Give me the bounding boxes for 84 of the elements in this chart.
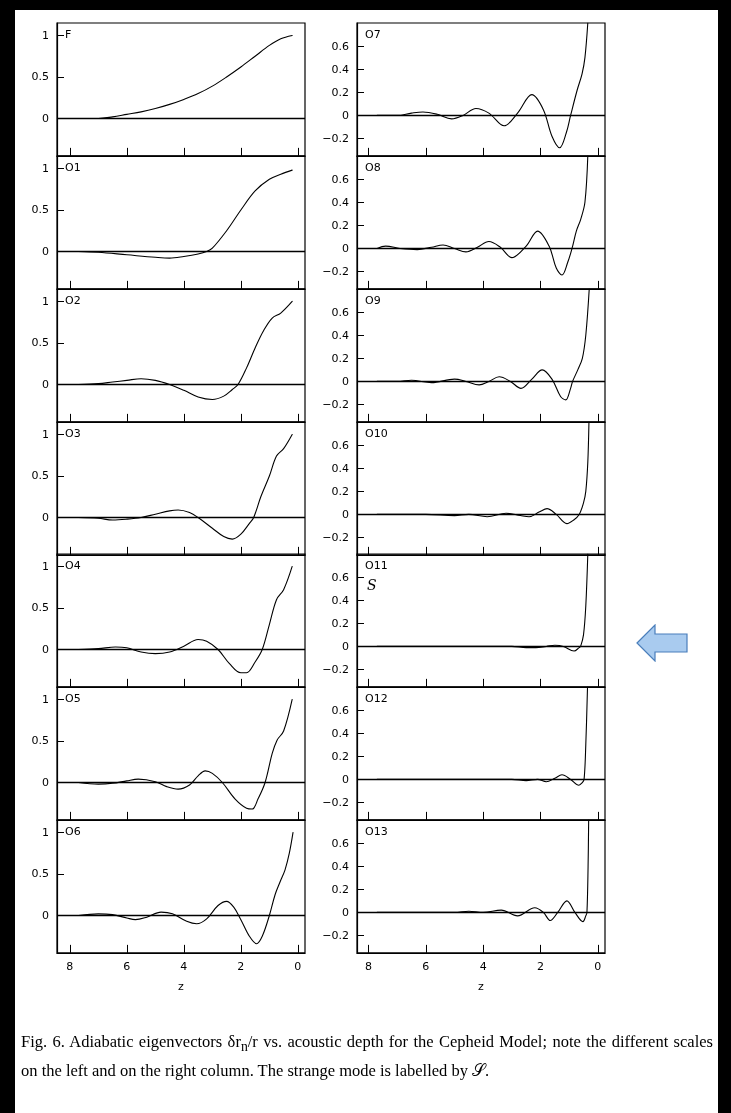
y-tick-label: 0 bbox=[42, 377, 49, 391]
y-tick-label: 0.4 bbox=[331, 62, 349, 76]
y-tick-label: 0 bbox=[342, 906, 349, 920]
y-tick-label: 0 bbox=[342, 108, 349, 122]
y-tick-label: 1 bbox=[42, 294, 49, 308]
y-tick-label: 0.6 bbox=[331, 836, 349, 850]
y-tick-label: 0.2 bbox=[331, 484, 349, 498]
y-tick-label: 0 bbox=[342, 241, 349, 255]
y-tick-label: 0 bbox=[42, 909, 49, 923]
y-tick-label: 0.4 bbox=[331, 727, 349, 741]
text: O4 bbox=[65, 559, 81, 573]
y-tick-label: 0.6 bbox=[331, 39, 349, 53]
y-tick-label: 0.2 bbox=[331, 85, 349, 99]
x-tick-label: 2 bbox=[237, 960, 245, 974]
x-tick-label: 4 bbox=[479, 960, 487, 974]
y-tick-label: −0.2 bbox=[322, 663, 349, 677]
y-tick-label: 0 bbox=[42, 244, 49, 258]
x-tick-label: 0 bbox=[294, 960, 302, 974]
chart-title: O11 bbox=[365, 559, 388, 573]
y-tick-label: 0.2 bbox=[331, 351, 349, 365]
y-tick-label: 0.5 bbox=[31, 70, 49, 84]
chart-title: O9 bbox=[365, 293, 381, 307]
y-tick-label: 1 bbox=[42, 28, 49, 42]
y-tick-label: 0.6 bbox=[331, 438, 349, 452]
y-tick-label: −0.2 bbox=[322, 264, 349, 278]
y-tick-label: 0.5 bbox=[31, 336, 49, 350]
x-tick-label: 0 bbox=[594, 960, 602, 974]
chart-title: O13 bbox=[365, 825, 388, 839]
y-tick-label: 0.4 bbox=[331, 461, 349, 475]
x-tick-label: 4 bbox=[180, 960, 188, 974]
y-tick-label: 0.2 bbox=[331, 750, 349, 764]
y-tick-label: 0.5 bbox=[31, 469, 49, 483]
text: O2 bbox=[65, 293, 81, 307]
chart-title: O7 bbox=[365, 28, 381, 41]
y-tick-label: 0 bbox=[342, 374, 349, 388]
chart-title: O8 bbox=[365, 160, 381, 174]
y-tick-label: 0.6 bbox=[331, 703, 349, 717]
y-tick-label: 0.6 bbox=[331, 305, 349, 319]
x-axis-title: z bbox=[178, 980, 185, 994]
annotation: S bbox=[367, 577, 377, 594]
y-tick-label: 0.5 bbox=[31, 734, 49, 748]
x-tick-label: 8 bbox=[66, 960, 74, 974]
y-tick-label: 1 bbox=[42, 693, 49, 707]
x-axis-title: z bbox=[478, 980, 485, 994]
text: O1 bbox=[65, 160, 81, 174]
y-tick-label: 0.4 bbox=[331, 594, 349, 608]
text: O5 bbox=[65, 692, 81, 706]
y-tick-label: −0.2 bbox=[322, 397, 349, 411]
y-tick-label: 0 bbox=[342, 507, 349, 521]
y-tick-label: 0.2 bbox=[331, 617, 349, 631]
y-tick-label: 0.4 bbox=[331, 328, 349, 342]
y-tick-label: 0.2 bbox=[331, 882, 349, 896]
y-tick-label: 1 bbox=[42, 161, 49, 175]
x-tick-label: 2 bbox=[536, 960, 544, 974]
chart-title: O10 bbox=[365, 426, 388, 440]
y-tick-label: −0.2 bbox=[322, 530, 349, 544]
y-tick-label: 0 bbox=[42, 643, 49, 657]
y-tick-label: −0.2 bbox=[322, 132, 349, 146]
y-tick-label: 0.2 bbox=[331, 218, 349, 232]
y-tick-label: 0 bbox=[42, 111, 49, 125]
y-tick-label: −0.2 bbox=[322, 929, 349, 943]
y-tick-label: 1 bbox=[42, 427, 49, 441]
y-tick-label: 0.6 bbox=[331, 172, 349, 186]
y-tick-label: 1 bbox=[42, 826, 49, 840]
y-tick-label: 0 bbox=[42, 776, 49, 790]
y-tick-label: 1 bbox=[42, 560, 49, 574]
x-tick-label: 8 bbox=[364, 960, 372, 974]
y-tick-label: 0.6 bbox=[331, 571, 349, 585]
x-tick-label: 6 bbox=[123, 960, 131, 974]
y-tick-label: 0.4 bbox=[331, 195, 349, 209]
x-tick-label: 6 bbox=[422, 960, 430, 974]
y-tick-label: 0 bbox=[342, 640, 349, 654]
caption: Fig. 6. Adiabatic eigenvectors δr$_{n}$/r vs. acoustic depth for the Cepheid Model; note the different scales on the left and on the right column. The strange mode is labelled by 𝒮. bbox=[21, 1031, 713, 1083]
y-tick-label: 0.5 bbox=[31, 203, 49, 217]
text: F bbox=[65, 28, 72, 41]
y-tick-label: 0.5 bbox=[31, 867, 49, 881]
y-tick-label: 0.5 bbox=[31, 601, 49, 615]
chart-title: O12 bbox=[365, 692, 388, 706]
text: O6 bbox=[65, 825, 81, 839]
y-tick-label: 0 bbox=[342, 773, 349, 787]
y-tick-label: 0 bbox=[42, 510, 49, 524]
y-tick-label: 0.4 bbox=[331, 859, 349, 873]
text: O3 bbox=[65, 426, 81, 440]
y-tick-label: −0.2 bbox=[322, 796, 349, 810]
